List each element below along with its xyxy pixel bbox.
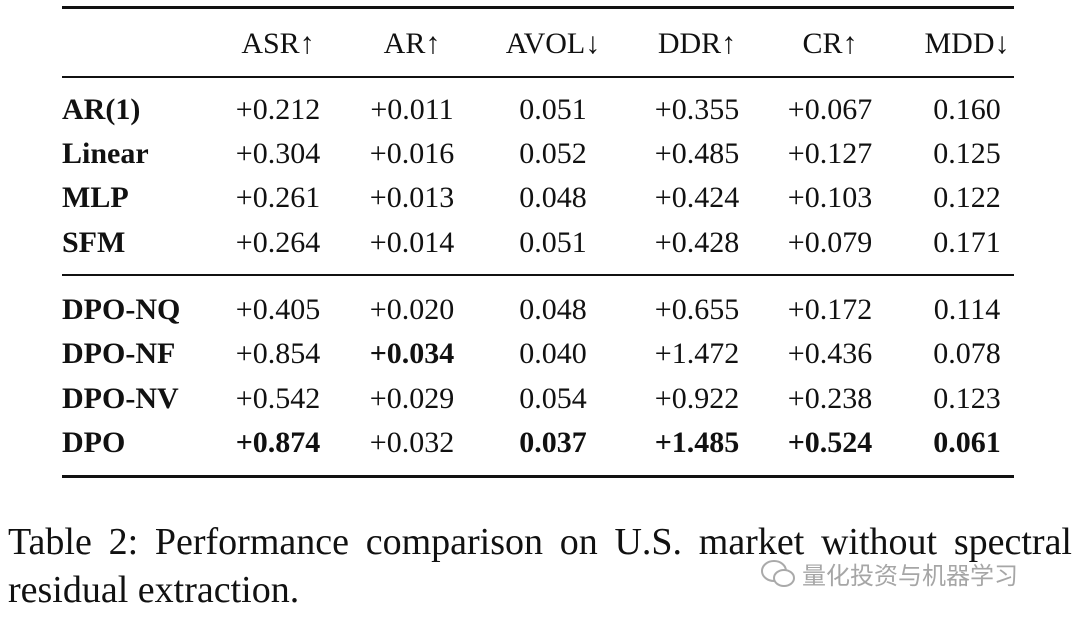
row-label: DPO-NV [62, 382, 179, 415]
cell-value: 0.114 [933, 293, 1001, 326]
cell-value: +0.032 [369, 426, 455, 459]
header-rule [62, 76, 1014, 78]
cell-value: +1.485 [654, 426, 740, 459]
cell-value: +0.304 [235, 137, 321, 170]
watermark: 量化投资与机器学习 [760, 556, 1018, 591]
cell-value: 0.125 [933, 137, 1001, 170]
cell-value: 0.052 [519, 137, 587, 170]
cell-value: +0.355 [654, 93, 740, 126]
cell-value: +0.079 [787, 226, 873, 259]
cell-value: +0.016 [369, 137, 455, 170]
cell-value: +0.067 [787, 93, 873, 126]
wechat-icon [761, 559, 795, 587]
cell-value: +0.264 [235, 226, 321, 259]
row-label: DPO-NQ [62, 293, 181, 326]
cell-value: +0.424 [654, 181, 740, 214]
header-cell: MDD↓ [924, 27, 1010, 60]
cell-value: +0.020 [369, 293, 455, 326]
cell-value: +0.014 [369, 226, 455, 259]
cell-value: 0.160 [933, 93, 1001, 126]
cell-value: +0.011 [370, 93, 454, 126]
cell-value: +0.854 [235, 337, 321, 370]
cell-value: +0.172 [787, 293, 873, 326]
cell-value: +0.013 [369, 181, 455, 214]
cell-value: 0.171 [933, 226, 1001, 259]
top-rule [62, 6, 1014, 9]
cell-value: +0.405 [235, 293, 321, 326]
cell-value: 0.122 [933, 181, 1001, 214]
cell-value: 0.051 [519, 226, 587, 259]
cell-value: +0.103 [787, 181, 873, 214]
mid-rule [62, 274, 1014, 276]
cell-value: 0.037 [519, 426, 587, 459]
cell-value: 0.040 [519, 337, 587, 370]
cell-value: +0.238 [787, 382, 873, 415]
cell-value: 0.048 [519, 181, 587, 214]
row-label: Linear [62, 137, 149, 170]
header-cell: CR↑ [802, 27, 858, 60]
cell-value: +0.261 [235, 181, 321, 214]
cell-value: +1.472 [654, 337, 740, 370]
header-cell: ASR↑ [241, 27, 315, 60]
watermark-text: 量化投资与机器学习 [802, 562, 1018, 590]
row-label: MLP [62, 181, 129, 214]
bottom-rule [62, 475, 1014, 478]
cell-value: +0.655 [654, 293, 740, 326]
row-label: SFM [62, 226, 126, 259]
row-label: AR(1) [62, 93, 141, 126]
row-label: DPO [62, 426, 126, 459]
header-cell: DDR↑ [657, 27, 737, 60]
cell-value: +0.542 [235, 382, 321, 415]
row-label: DPO-NF [62, 337, 176, 370]
header-cell: AR↑ [383, 27, 441, 60]
cell-value: +0.212 [235, 93, 321, 126]
cell-value: +0.034 [369, 337, 455, 370]
cell-value: +0.428 [654, 226, 740, 259]
cell-value: 0.123 [933, 382, 1001, 415]
cell-value: 0.061 [933, 426, 1001, 459]
caption: Table 2: Performance comparison on U.S. … [8, 521, 1072, 611]
cell-value: +0.436 [787, 337, 873, 370]
header-cell: AVOL↓ [505, 27, 601, 60]
cell-value: 0.048 [519, 293, 587, 326]
cell-value: +0.524 [787, 426, 873, 459]
cell-value: +0.874 [235, 426, 321, 459]
cell-value: +0.127 [787, 137, 873, 170]
cell-value: +0.922 [654, 382, 740, 415]
cell-value: 0.078 [933, 337, 1001, 370]
cell-value: 0.051 [519, 93, 587, 126]
cell-value: +0.485 [654, 137, 740, 170]
cell-value: 0.054 [519, 382, 587, 415]
cell-value: +0.029 [369, 382, 455, 415]
